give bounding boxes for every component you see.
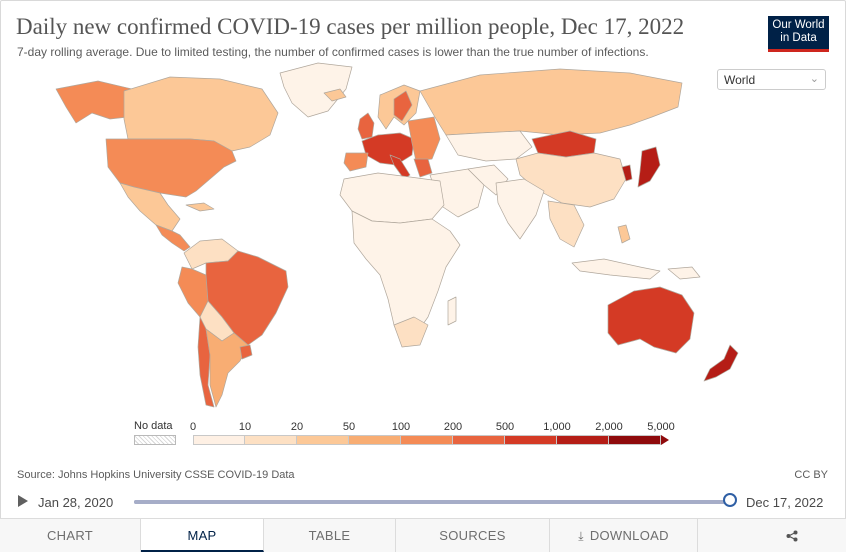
country-south-africa — [393, 316, 429, 348]
country-central-america — [155, 224, 191, 252]
country-new-zealand — [703, 344, 739, 382]
download-icon: ⤓ — [578, 529, 584, 543]
country-eastern-europe — [407, 116, 441, 162]
country-sub-saharan-africa — [351, 210, 461, 346]
tab-chart-label: CHART — [46, 528, 94, 543]
country-cuba — [185, 202, 215, 212]
legend-bin — [349, 435, 401, 445]
legend-nodata-swatch — [134, 435, 176, 445]
country-france-germany — [361, 132, 415, 166]
timeline-start-date: Jan 28, 2020 — [38, 495, 114, 510]
tab-bar: CHART MAP TABLE SOURCES ⤓ DOWNLOAD — [0, 518, 846, 552]
map-legend: No data 0 10 20 50 100 200 500 1,000 2,000 5,000 — [134, 420, 724, 456]
country-uk — [357, 112, 375, 140]
source-text: Source: Johns Hopkins University CSSE CO… — [17, 469, 295, 481]
logo-line-1: Our World — [772, 19, 825, 31]
play-icon[interactable] — [18, 495, 28, 507]
legend-tick-label: 0 — [189, 421, 197, 433]
share-icon — [786, 530, 798, 541]
country-mongolia — [531, 130, 597, 158]
country-mexico — [119, 182, 181, 232]
country-madagascar — [447, 296, 457, 326]
tab-table-label: TABLE — [308, 528, 351, 543]
tab-map[interactable]: MAP — [141, 519, 264, 552]
timeline-track[interactable] — [134, 500, 730, 504]
country-iceland — [323, 88, 347, 102]
share-button[interactable] — [698, 519, 846, 552]
country-australia — [607, 286, 695, 354]
legend-bin — [401, 435, 453, 445]
owid-logo[interactable]: Our World in Data — [768, 16, 829, 52]
chart-subtitle: 7-day rolling average. Due to limited te… — [17, 45, 649, 59]
legend-nodata-label: No data — [134, 420, 173, 432]
country-indonesia — [571, 258, 661, 280]
legend-tick-label: 2,000 — [595, 421, 623, 433]
country-korea — [621, 164, 633, 182]
legend-bin — [453, 435, 505, 445]
world-map[interactable] — [0, 55, 846, 415]
tab-map-label: MAP — [187, 528, 217, 543]
legend-bin — [245, 435, 297, 445]
country-greece — [413, 158, 433, 178]
region-select-value: World — [724, 73, 756, 87]
country-sweden — [393, 90, 413, 122]
timeline-end-date: Dec 17, 2022 — [746, 495, 824, 510]
legend-bin — [557, 435, 609, 445]
country-alaska — [55, 80, 133, 124]
legend-bin — [297, 435, 349, 445]
country-iberia — [343, 152, 369, 172]
tab-table[interactable]: TABLE — [264, 519, 396, 552]
tab-download-label: DOWNLOAD — [589, 528, 669, 543]
legend-tick-label: 1,000 — [543, 421, 571, 433]
license-link[interactable]: CC BY — [794, 469, 828, 481]
legend-bin — [505, 435, 557, 445]
tab-chart[interactable]: CHART — [0, 519, 141, 552]
country-argentina — [205, 328, 249, 408]
legend-bin — [609, 435, 661, 445]
logo-accent-bar — [768, 49, 829, 52]
country-russia — [419, 68, 683, 136]
country-philippines — [617, 224, 631, 244]
legend-tick-label: 10 — [238, 421, 252, 433]
country-png — [667, 266, 701, 280]
legend-tick-label: 5,000 — [647, 421, 675, 433]
region-select[interactable]: World ⌄ — [717, 69, 826, 90]
country-india — [495, 178, 545, 240]
country-kazakhstan — [445, 130, 533, 162]
legend-tick-label: 100 — [391, 421, 411, 433]
legend-tick-label: 200 — [443, 421, 463, 433]
legend-arrow — [661, 435, 669, 445]
chart-title: Daily new confirmed COVID-19 cases per m… — [16, 14, 685, 39]
tab-download[interactable]: ⤓ DOWNLOAD — [550, 519, 698, 552]
country-uruguay — [239, 344, 253, 360]
country-southeast-asia — [547, 200, 585, 248]
tab-sources[interactable]: SOURCES — [396, 519, 550, 552]
logo-line-2: in Data — [780, 32, 817, 44]
chevron-down-icon: ⌄ — [809, 73, 819, 85]
timeline-track-fill — [134, 500, 730, 504]
legend-tick-label: 500 — [495, 421, 515, 433]
country-greenland — [279, 62, 353, 118]
legend-tick-label: 50 — [342, 421, 356, 433]
country-japan — [637, 146, 661, 188]
tab-sources-label: SOURCES — [439, 528, 506, 543]
timeline-handle[interactable] — [723, 493, 737, 507]
legend-tick-label: 20 — [290, 421, 304, 433]
legend-bin — [193, 435, 245, 445]
